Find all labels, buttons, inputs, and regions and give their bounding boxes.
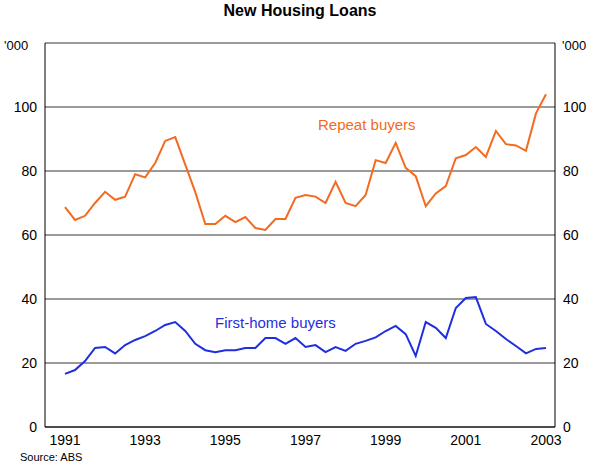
svg-text:20: 20 — [21, 355, 37, 371]
html-text:Repeat buyers: Repeat buyers — [318, 116, 416, 133]
svg-text:40: 40 — [21, 291, 37, 307]
svg-text:100: 100 — [14, 99, 38, 115]
svg-text:2001: 2001 — [450, 432, 481, 448]
svg-text:0: 0 — [29, 419, 37, 435]
html-text:'000: '000 — [4, 38, 29, 53]
svg-text:100: 100 — [563, 99, 587, 115]
svg-text:60: 60 — [563, 227, 579, 243]
svg-text:1991: 1991 — [49, 432, 80, 448]
svg-text:80: 80 — [563, 163, 579, 179]
svg-text:60: 60 — [21, 227, 37, 243]
svg-text:1993: 1993 — [130, 432, 161, 448]
html-text:'000: '000 — [562, 38, 587, 53]
html-text:First-home buyers: First-home buyers — [215, 314, 336, 331]
html-text:Source: ABS: Source: ABS — [20, 451, 83, 463]
svg-text:2003: 2003 — [530, 432, 561, 448]
svg-text:1999: 1999 — [370, 432, 401, 448]
svg-text:40: 40 — [563, 291, 579, 307]
svg-text:20: 20 — [563, 355, 579, 371]
svg-text:1997: 1997 — [290, 432, 321, 448]
svg-text:0: 0 — [563, 419, 571, 435]
svg-text:1995: 1995 — [210, 432, 241, 448]
svg-text:80: 80 — [21, 163, 37, 179]
html-text:New Housing Loans: New Housing Loans — [223, 2, 377, 19]
